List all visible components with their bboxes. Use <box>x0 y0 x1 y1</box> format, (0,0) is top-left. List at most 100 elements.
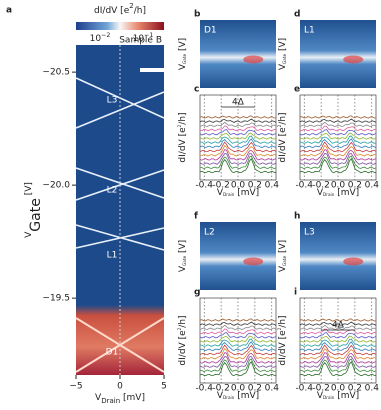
region-label: L1 <box>107 251 118 261</box>
y-tick-label: −19.5 <box>42 294 70 304</box>
region-label: D1 <box>106 348 119 358</box>
x-tick-label: -0.4 <box>195 181 213 191</box>
trace <box>199 324 277 331</box>
heatmap-spot <box>343 55 364 64</box>
label-part: [V] <box>178 240 188 256</box>
heatmap <box>300 222 376 290</box>
x-tick-label: -0.4 <box>295 181 313 191</box>
label: VDrain [mV] <box>217 391 259 401</box>
label-part: [mV] <box>234 391 259 401</box>
heatmap <box>200 222 276 290</box>
x-tick-label: 0.2 <box>348 181 362 191</box>
trace <box>199 138 277 149</box>
label-part: /h] <box>178 112 188 124</box>
trace <box>199 344 277 356</box>
label-part: Gate <box>28 198 44 232</box>
heatmap-spot <box>343 257 364 266</box>
panel-letter: d <box>294 10 300 20</box>
label-part: V <box>178 63 188 70</box>
label: dI/dV [e2/h] <box>277 315 288 365</box>
x-tick-label: 0.4 <box>265 181 280 191</box>
label-part: Drain <box>323 395 335 400</box>
label-part: V <box>24 231 34 238</box>
label-part: [V] <box>278 240 288 256</box>
panel-label: D1 <box>204 26 217 36</box>
label-part: /h] <box>178 315 188 327</box>
label-part: Gate <box>182 54 187 64</box>
trace <box>199 356 277 368</box>
panel-letter: g <box>194 288 200 298</box>
label-part: [mV] <box>120 393 145 403</box>
label: VGate [V] <box>278 38 288 70</box>
trace <box>199 352 277 364</box>
label-part: V <box>317 188 324 198</box>
trace <box>199 335 277 343</box>
trace <box>199 341 277 352</box>
trace <box>199 361 277 377</box>
label: VDrain [mV] <box>217 188 259 198</box>
label: VGate [V] <box>24 182 45 238</box>
label-part: [V] <box>178 38 188 54</box>
panel-label: L2 <box>204 228 215 238</box>
trace <box>199 144 277 157</box>
label-part: Gate <box>182 256 187 266</box>
label-part: V <box>317 391 324 401</box>
trace <box>199 149 277 161</box>
trace <box>200 135 277 144</box>
trace <box>199 321 277 326</box>
label-part: 2 <box>277 124 282 127</box>
label-part: Drain <box>223 192 235 197</box>
x-tick-label: -0.2 <box>312 384 330 394</box>
y-tick-label: −20.0 <box>42 181 70 191</box>
label: dI/dV [e2/h] <box>177 112 188 162</box>
trace <box>199 141 277 153</box>
trace <box>299 318 377 322</box>
x-tick-label: 0.0 <box>231 181 246 191</box>
label-part: [mV] <box>334 391 359 401</box>
trace <box>299 328 377 335</box>
label: VDrain [mV] <box>95 393 145 406</box>
y-tick-label: −20.5 <box>42 68 70 78</box>
region-label: L2 <box>107 186 118 196</box>
trace <box>199 153 277 165</box>
panel-letter: c <box>194 85 199 95</box>
trace <box>299 129 377 136</box>
label: dI/dV [e2/h] <box>94 2 146 16</box>
trace <box>299 344 377 356</box>
annotation: 4Δ <box>332 321 345 331</box>
panel-letter: f <box>194 212 198 222</box>
trace <box>199 129 277 136</box>
trace <box>299 125 377 132</box>
label-part: dI/dV [e <box>178 127 188 163</box>
trace <box>299 138 377 149</box>
trace <box>299 358 377 373</box>
label-part: Gate <box>282 256 287 266</box>
trace <box>300 135 377 144</box>
label: VGate [V] <box>178 240 188 272</box>
x-tick-label: 0.4 <box>365 181 380 191</box>
trace <box>199 347 277 360</box>
x-tick-label: 0.2 <box>248 181 262 191</box>
trace <box>300 338 377 347</box>
trace <box>299 141 377 153</box>
label-part: 10 <box>90 34 102 44</box>
label: 10−2 <box>90 32 111 44</box>
x-tick-label: 0 <box>117 382 123 392</box>
label-part: 2 <box>277 327 282 330</box>
panel-letter: b <box>194 10 201 20</box>
trace <box>199 132 277 140</box>
label-part: /h] <box>278 315 288 327</box>
trace <box>299 149 377 161</box>
label-part: dI/dV [e <box>94 6 130 16</box>
trace <box>199 121 277 128</box>
trace <box>199 115 277 119</box>
label-part: dI/dV [e <box>278 330 288 366</box>
heatmap <box>200 20 276 88</box>
x-tick-label: -0.2 <box>312 181 330 191</box>
x-tick-label: -0.4 <box>295 384 313 394</box>
label-part: [mV] <box>234 188 259 198</box>
x-tick-label: -0.4 <box>195 384 213 394</box>
x-tick-label: 0.2 <box>248 384 262 394</box>
panel-letter: a <box>6 6 12 16</box>
